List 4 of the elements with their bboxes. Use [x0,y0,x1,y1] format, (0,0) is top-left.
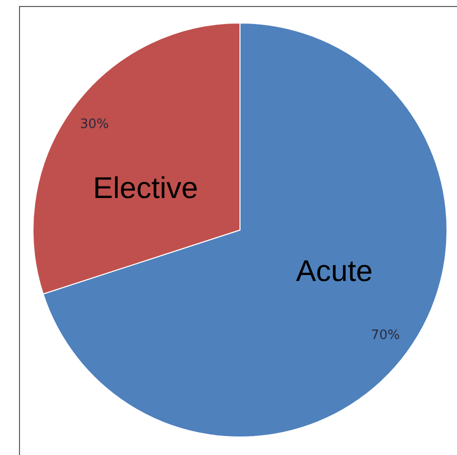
slice-label: Acute [296,255,373,288]
slice-label: Elective [93,172,198,205]
data-label: 70% [371,328,400,343]
data-label: 30% [80,117,109,132]
